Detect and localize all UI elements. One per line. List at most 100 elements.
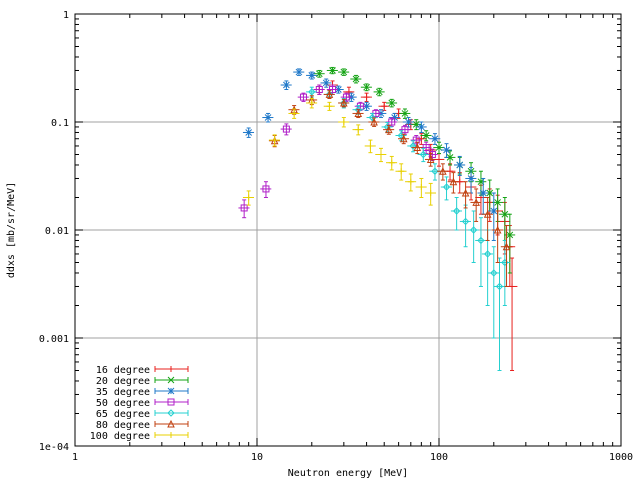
point-marker: [245, 129, 253, 136]
point-marker: [381, 103, 388, 110]
point-marker: [335, 86, 342, 93]
point-marker: [479, 189, 487, 197]
y-tick-label: 0.001: [39, 334, 69, 345]
point-marker: [422, 144, 430, 152]
legend-marker: [167, 376, 175, 384]
series-50-degree: [238, 84, 438, 219]
data-point: [352, 124, 364, 136]
legend-item: 100 degree: [90, 431, 189, 442]
data-point: [360, 101, 372, 111]
series-80-degree: [268, 90, 512, 287]
data-point: [410, 119, 422, 131]
data-point: [288, 108, 300, 119]
legend-item: 16 degree: [96, 365, 189, 376]
point-marker: [245, 194, 252, 201]
data-point: [447, 172, 459, 194]
point-marker: [431, 167, 439, 175]
data-point: [364, 139, 376, 154]
point-marker: [315, 85, 323, 93]
legend-item: 35 degree: [96, 387, 189, 398]
data-point: [297, 92, 309, 102]
point-marker: [368, 113, 376, 122]
y-tick-label: 0.1: [51, 118, 69, 129]
data-point: [475, 217, 487, 287]
data-point: [417, 147, 429, 163]
point-marker: [494, 199, 501, 206]
data-point: [415, 177, 427, 198]
point-marker: [342, 93, 350, 101]
data-point: [368, 117, 380, 127]
data-point: [386, 155, 398, 171]
point-marker: [354, 109, 363, 117]
point-marker: [495, 282, 504, 291]
legend-label: 80 degree: [96, 420, 150, 431]
point-marker: [388, 99, 396, 107]
data-point: [405, 173, 417, 192]
data-point: [437, 163, 449, 181]
data-point: [293, 68, 305, 76]
data-point: [440, 176, 452, 201]
point-marker: [308, 72, 316, 79]
y-tick-label: 1e-04: [39, 442, 69, 453]
point-marker: [469, 226, 478, 234]
point-marker: [509, 283, 516, 290]
point-marker: [412, 121, 420, 128]
data-point: [242, 127, 255, 138]
data-point: [395, 163, 407, 181]
data-point: [386, 98, 398, 108]
point-marker: [377, 151, 384, 158]
point-marker: [436, 156, 442, 163]
point-marker: [442, 183, 451, 191]
point-marker: [363, 94, 370, 101]
data-point: [499, 239, 511, 306]
point-marker: [443, 146, 450, 154]
legend-marker: [167, 409, 175, 417]
y-tick-label: 1: [63, 10, 69, 21]
data-point: [313, 84, 325, 95]
data-point: [440, 143, 452, 158]
data-point: [429, 163, 441, 181]
data-point: [242, 190, 255, 206]
data-point: [383, 124, 395, 135]
data-point: [313, 69, 325, 78]
point-marker: [340, 119, 347, 125]
point-marker: [240, 204, 248, 212]
point-marker: [370, 117, 378, 126]
legend-item: 80 degree: [96, 419, 189, 431]
x-tick-label: 1: [72, 452, 78, 463]
point-marker: [262, 185, 270, 193]
data-point: [481, 229, 493, 306]
legend-marker: [168, 432, 174, 438]
point-marker: [308, 99, 315, 106]
point-marker: [375, 88, 383, 96]
point-marker: [399, 134, 408, 143]
point-marker: [315, 70, 323, 78]
data-point: [262, 112, 274, 123]
point-marker: [486, 189, 494, 197]
data-point: [467, 210, 479, 264]
data-point: [397, 133, 410, 145]
legend-item: 65 degree: [96, 409, 189, 420]
data-point: [402, 117, 414, 128]
point-marker: [427, 190, 434, 197]
data-point: [306, 71, 318, 80]
point-marker: [283, 81, 290, 89]
data-point: [268, 134, 280, 147]
point-marker: [483, 250, 492, 258]
data-point: [320, 78, 332, 88]
data-point: [373, 87, 385, 97]
point-marker: [490, 269, 498, 277]
point-marker: [502, 242, 511, 251]
data-point: [500, 225, 512, 287]
point-marker: [452, 207, 461, 215]
point-marker: [409, 142, 417, 150]
y-axis-title: ddxs [mb/sr/MeV]: [6, 182, 17, 278]
point-marker: [282, 125, 290, 133]
point-marker: [446, 154, 454, 161]
point-marker: [407, 178, 414, 185]
data-point: [306, 98, 318, 109]
point-marker: [422, 132, 430, 139]
data-point: [392, 108, 404, 119]
